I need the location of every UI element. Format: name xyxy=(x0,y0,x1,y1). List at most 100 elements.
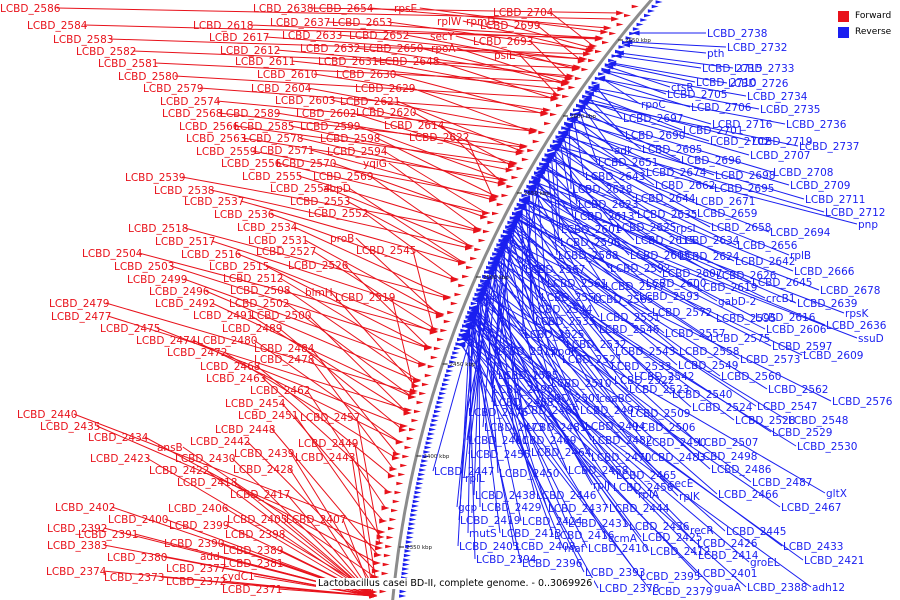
kbp-tick-marks: 2650 kbp 2600 kbp 2550 kbp 2500 kbp 2450 kbp… xyxy=(399,38,651,551)
connector-line-forward xyxy=(278,588,374,597)
feature-arrow-forward xyxy=(402,454,410,459)
gene-label-lcbd-2521: LCBD_2521 xyxy=(562,354,622,366)
gene-label-rpll: rplL xyxy=(465,473,485,485)
feature-arrow-reverse xyxy=(418,472,426,477)
connector-line-reverse xyxy=(525,198,535,322)
gene-label-lcbd-2604: LCBD_2604 xyxy=(251,83,312,95)
feature-arrow-reverse xyxy=(582,96,591,102)
connector-line-forward xyxy=(369,175,471,247)
gene-label-prob: proB xyxy=(330,233,354,245)
connector-line-reverse xyxy=(474,306,522,522)
feature-arrow-reverse xyxy=(564,121,572,126)
feature-arrow-forward xyxy=(470,256,478,261)
feature-arrow-reverse xyxy=(558,130,566,135)
gene-label-lcbd-2428: LCBD_2428 xyxy=(233,464,293,476)
gene-label-lcbd-2403: LCBD_2403 xyxy=(459,541,519,553)
gene-label-lcbd-2410: LCBD_2410 xyxy=(588,543,648,555)
connector-line-forward xyxy=(536,24,583,62)
gene-label-lcbd-2501: LCBD_2501 xyxy=(541,393,601,405)
connector-line-reverse xyxy=(578,109,598,163)
feature-arrow-reverse xyxy=(450,355,458,360)
kbp-tick-label: 2650 kbp xyxy=(625,38,651,44)
feature-arrow-forward xyxy=(392,499,400,504)
feature-arrow-reverse xyxy=(490,256,498,261)
connector-line-forward xyxy=(419,7,605,33)
gene-label-lcbd-2406: LCBD_2406 xyxy=(168,503,229,515)
feature-arrow-reverse xyxy=(513,212,522,218)
gene-label-lcbd-2425: LCBD_2425 xyxy=(642,532,702,544)
legend-swatch-reverse xyxy=(838,26,849,38)
gene-label-lcbd-2391: LCBD_2391 xyxy=(78,529,138,541)
feature-arrow-reverse xyxy=(470,301,478,306)
connector-line-forward xyxy=(310,347,398,455)
feature-arrow-reverse xyxy=(403,553,411,558)
feature-arrow-reverse xyxy=(462,324,470,328)
connector-line-reverse xyxy=(503,242,692,408)
connector-line-forward xyxy=(351,456,374,596)
connector-line-reverse xyxy=(530,188,797,304)
gene-label-lcbd-2550: LCBD_2550 xyxy=(541,292,601,304)
feature-arrow-forward xyxy=(372,560,381,566)
feature-arrow-reverse xyxy=(460,328,468,333)
gene-label-lcbd-2659: LCBD_2659 xyxy=(697,208,757,220)
connector-line-reverse xyxy=(470,319,804,561)
gene-label-lcbd-2401: LCBD_2401 xyxy=(697,568,757,580)
gene-label-lcbd-2616: LCBD_2616 xyxy=(755,312,816,324)
gene-label-lcbd-2685: LCBD_2685 xyxy=(642,144,702,156)
gene-label-lcbd-2503: LCBD_2503 xyxy=(114,261,174,273)
feature-arrow-forward xyxy=(413,409,421,414)
gene-label-lcbd-2512: LCBD_2512 xyxy=(223,273,283,285)
feature-arrow-forward xyxy=(551,95,560,101)
feature-arrow-reverse xyxy=(411,508,419,513)
feature-arrow-forward xyxy=(413,377,422,383)
connector-line-forward xyxy=(312,250,436,330)
gene-label-lcbd-2549: LCBD_2549 xyxy=(678,360,738,372)
gene-label-lcbd-2690: LCBD_2690 xyxy=(625,130,685,142)
gene-label-lcbd-2547: LCBD_2547 xyxy=(757,401,817,413)
gene-label-lcbd-2548: LCBD_2548 xyxy=(788,415,848,427)
gene-label-lcbd-2491: LCBD_2491 xyxy=(193,310,253,322)
gene-labels: LCBD_2586 LCBD_2638 LCBD_2654 rpsE LCBD_2704… xyxy=(0,3,893,598)
feature-arrow-reverse xyxy=(465,315,473,319)
feature-arrow-forward xyxy=(430,355,438,360)
connector-line-reverse xyxy=(625,44,707,54)
gene-label-lcbd-2588: LCBD_2588 xyxy=(558,250,618,262)
feature-arrow-forward xyxy=(424,373,432,378)
feature-arrow-reverse xyxy=(407,526,415,531)
feature-arrow-forward xyxy=(381,505,390,511)
feature-arrow-forward xyxy=(616,22,624,27)
feature-arrow-reverse xyxy=(632,27,640,31)
connector-line-reverse xyxy=(554,147,770,233)
feature-arrow-reverse xyxy=(458,333,466,337)
feature-arrow-forward xyxy=(594,49,602,54)
gene-label-lcbd-2619: LCBD_2619 xyxy=(697,282,757,294)
gene-label-lcbd-2431: LCBD_2431 xyxy=(568,518,628,530)
gene-label-lcbd-2407: LCBD_2407 xyxy=(286,514,346,526)
feature-arrow-reverse xyxy=(549,144,557,148)
connector-line-forward xyxy=(132,50,577,69)
feature-arrow-forward xyxy=(447,310,455,315)
gene-label-lcbd-2726: LCBD_2726 xyxy=(728,78,789,90)
gene-label-lcbd-2574: LCBD_2574 xyxy=(160,96,221,108)
gene-label-lcbd-2488: LCBD_2488 xyxy=(493,397,553,409)
gene-label-lcbd-2704: LCBD_2704 xyxy=(493,7,554,19)
feature-arrow-reverse xyxy=(507,220,515,225)
feature-arrow-reverse xyxy=(462,328,471,334)
gene-label-lcbd-2451: LCBD_2451 xyxy=(238,410,298,422)
feature-arrow-forward xyxy=(371,568,380,574)
connector-line-reverse xyxy=(534,181,820,291)
gene-label-lcbd-2571: LCBD_2571 xyxy=(254,145,314,157)
feature-arrow-reverse xyxy=(614,49,622,54)
feature-arrow-reverse xyxy=(484,270,492,274)
gene-label-lcbd-2656: LCBD_2656 xyxy=(737,240,798,252)
feature-arrow-reverse xyxy=(414,490,422,495)
gene-label-lcbd-2654: LCBD_2654 xyxy=(313,3,374,15)
gene-label-lcbd-2611: LCBD_2611 xyxy=(235,56,295,68)
feature-arrow-forward xyxy=(521,157,529,162)
gene-label-lcbd-2535: LCBD_2535 xyxy=(535,316,595,328)
gene-label-rplk: rplK xyxy=(679,491,701,503)
gene-label-lcbd-2710: LCBD_2710 xyxy=(696,77,756,89)
feature-arrow-reverse xyxy=(604,63,612,67)
feature-arrow-reverse xyxy=(476,288,484,292)
gene-label-rpsk: rpsK xyxy=(845,308,869,320)
